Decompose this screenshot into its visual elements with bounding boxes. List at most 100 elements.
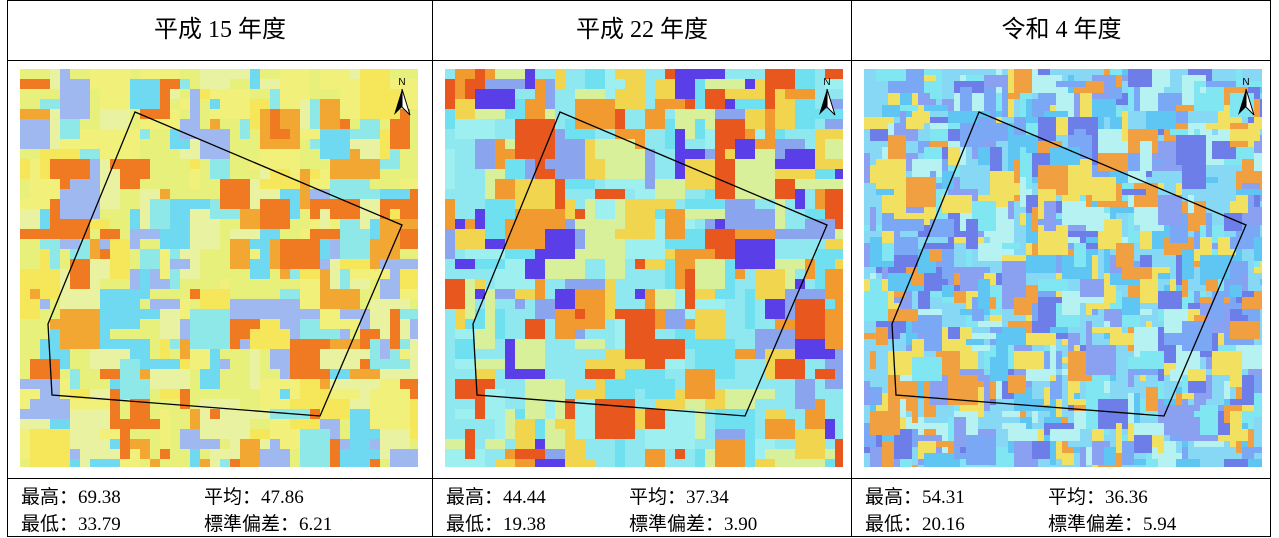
map-patch (465, 279, 475, 319)
map-patch (835, 259, 843, 269)
map-patch (1014, 351, 1044, 369)
map-patch (30, 289, 40, 299)
map-patch (1056, 81, 1086, 87)
map-patch (260, 229, 280, 239)
map-patch (1122, 297, 1140, 315)
map-patch (1206, 123, 1230, 129)
map-patch (110, 239, 130, 279)
map-patch (725, 199, 755, 229)
map-patch (1140, 141, 1152, 171)
map-patch (515, 179, 555, 209)
map-patch (685, 209, 725, 219)
map-patch (485, 289, 495, 329)
map-patch (1128, 357, 1140, 369)
map-patch (1200, 405, 1218, 435)
map-patch (575, 389, 595, 399)
map-patch (1086, 321, 1092, 345)
map-patch (966, 249, 972, 267)
map-patch (745, 109, 765, 129)
map-patch (605, 79, 625, 89)
map-patch (1074, 447, 1080, 453)
map-patch (775, 169, 815, 179)
map-patch (1008, 99, 1014, 117)
map-patch (1188, 159, 1194, 183)
map-patch (1074, 405, 1086, 411)
map-patch (1188, 195, 1194, 213)
map-patch (20, 119, 50, 149)
map-patch (900, 105, 918, 111)
map-patch (1152, 231, 1158, 249)
map-patch (260, 449, 280, 459)
map-patch (505, 139, 515, 149)
map-patch (200, 129, 230, 159)
site-boundary (47, 111, 403, 417)
stat-text: 最低：20.16 (865, 514, 965, 535)
map-patch (948, 111, 978, 123)
map-patch (390, 209, 400, 219)
map-patch (1200, 87, 1206, 93)
map-patch (1188, 303, 1206, 309)
map-patch (465, 429, 475, 459)
map-patch (150, 369, 190, 389)
map-patch (565, 439, 585, 467)
map-patch (1242, 273, 1248, 303)
map-patch (665, 209, 685, 239)
map-patch (605, 149, 645, 179)
map-patch (1158, 129, 1164, 135)
map-patch (870, 351, 876, 369)
map-patch (525, 159, 535, 179)
map-patch (505, 219, 545, 249)
map-patch (1128, 393, 1134, 423)
map-patch (1050, 345, 1056, 375)
map-patch (130, 229, 140, 249)
map-patch (966, 435, 996, 465)
map-patch (455, 229, 485, 249)
map-patch (60, 189, 100, 219)
map-patch (130, 209, 140, 229)
map-patch (180, 79, 190, 89)
map-patch (1116, 423, 1122, 453)
map-patch (960, 87, 972, 117)
map-patch (1014, 393, 1032, 411)
map-patch (1068, 165, 1092, 195)
map-patch (270, 109, 280, 139)
map-patch (20, 199, 50, 209)
map-patch (400, 349, 410, 359)
map-patch (1092, 255, 1098, 279)
map-patch (1182, 285, 1188, 297)
map-patch (475, 279, 485, 289)
map-patch (972, 345, 990, 351)
map-patch (930, 219, 954, 237)
map-patch (20, 79, 50, 89)
map-patch (80, 129, 100, 139)
map-patch (1134, 423, 1164, 435)
map-patch (1236, 195, 1248, 213)
map-patch (230, 229, 270, 239)
map-patch (190, 169, 200, 189)
heat-map: N (864, 69, 1262, 467)
map-patch (320, 99, 340, 129)
map-patch (984, 75, 1008, 87)
map-patch (1002, 255, 1032, 261)
map-patch (1158, 369, 1164, 381)
map-patch (250, 349, 260, 389)
map-patch (240, 409, 270, 419)
map-patch (924, 453, 954, 467)
map-patch (330, 389, 360, 399)
map-patch (50, 319, 70, 329)
map-patch (515, 339, 545, 369)
map-patch (695, 119, 705, 139)
map-patch (1152, 267, 1170, 273)
stat-text: 最高：69.38 (21, 487, 121, 508)
heat-map: N (445, 69, 843, 467)
map-patch (130, 369, 160, 379)
map-patch (615, 349, 625, 359)
map-patch (595, 189, 625, 199)
map-patch (1062, 273, 1068, 297)
map-patch (705, 79, 745, 89)
map-patch (220, 409, 250, 439)
map-patch (1116, 243, 1134, 267)
map-patch (864, 381, 870, 405)
map-patch (360, 69, 390, 89)
map-patch (695, 369, 715, 379)
